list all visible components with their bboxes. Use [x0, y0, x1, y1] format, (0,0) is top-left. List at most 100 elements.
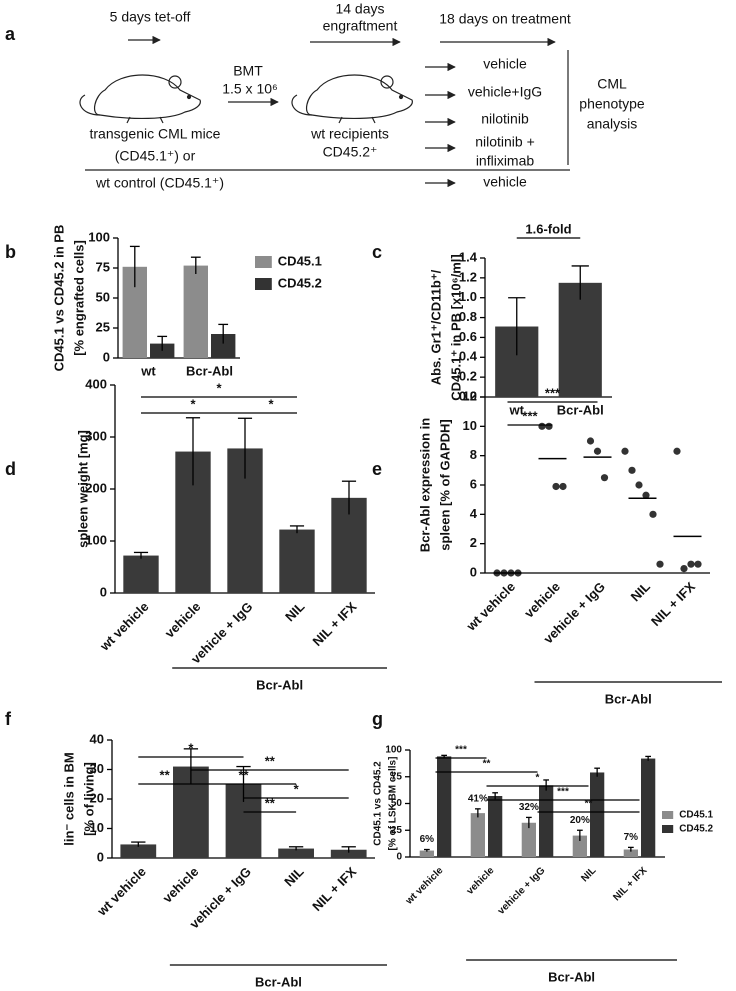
y-tick-label: 8	[470, 447, 477, 462]
value-label: 32%	[519, 802, 539, 813]
treatment: vehicle+IgG	[468, 84, 542, 100]
point	[628, 466, 636, 474]
step: 18 days on treatment	[439, 11, 571, 27]
y-axis-label: CD45.1 vs CD45.2	[373, 761, 384, 846]
x-tick-label: vehicle	[160, 864, 202, 906]
significance-label: ***	[455, 745, 467, 756]
x-tick-label: NIL	[282, 599, 307, 624]
y-tick-label: 1.0	[459, 289, 477, 304]
recipient-label: CD45.2⁺	[323, 144, 378, 160]
significance-label: **	[265, 753, 276, 768]
significance-label: **	[238, 767, 249, 782]
panel-label: g	[372, 709, 383, 729]
x-tick-label: Bcr-Abl	[557, 402, 604, 417]
step: 5 days tet-off	[110, 9, 191, 25]
treatment: vehicle	[483, 56, 527, 72]
y-tick-label: 100	[85, 532, 107, 547]
x-tick-label: vehicle + IgG	[496, 865, 548, 917]
group-label: Bcr-Abl	[255, 974, 302, 989]
bar	[623, 849, 638, 857]
y-tick-label: 300	[85, 428, 107, 443]
donor-label: (CD45.1⁺) or	[115, 148, 196, 164]
analysis: analysis	[587, 116, 638, 132]
y-tick-label: 0.2	[459, 369, 477, 384]
x-tick-label: wt vehicle	[463, 579, 518, 634]
bar	[641, 758, 656, 857]
value-label: 6%	[420, 834, 435, 845]
x-tick-label: wt vehicle	[403, 865, 446, 908]
significance-label: *	[536, 773, 540, 784]
analysis: phenotype	[579, 96, 645, 112]
y-tick-label: 0.8	[459, 309, 477, 324]
transfer-label: BMT	[233, 63, 263, 79]
legend-label: CD45.2	[679, 824, 713, 835]
legend-swatch	[662, 825, 674, 833]
treatment: nilotinib	[481, 111, 529, 127]
legend-label: CD45.2	[278, 275, 322, 290]
value-label: 7%	[624, 832, 639, 843]
x-tick-label: vehicle	[521, 579, 563, 621]
point	[687, 560, 695, 568]
point	[586, 437, 595, 445]
point	[649, 510, 657, 518]
step: engraftment	[323, 18, 398, 34]
x-tick-label: vehicle	[465, 865, 497, 897]
x-tick-label: NIL	[579, 865, 598, 884]
group-label: Bcr-Abl	[548, 969, 595, 984]
panel-label: f	[5, 709, 12, 729]
y-tick-label: 0	[100, 584, 107, 599]
y-axis-label: [% engrafted cells]	[71, 240, 86, 356]
panel-a: a 5 days tet-off 14 days engraftment 18 …	[5, 1, 645, 191]
y-tick-label: 6	[470, 476, 477, 491]
x-tick-label: vehicle	[162, 599, 204, 641]
y-tick-label: 50	[96, 289, 110, 304]
significance-label: **	[483, 759, 491, 770]
y-tick-label: 1.2	[459, 269, 477, 284]
y-tick-label: 4	[470, 506, 478, 521]
x-tick-label: wt vehicle	[94, 864, 149, 919]
mouse-icon	[79, 74, 201, 124]
y-tick-label: 0.0	[459, 388, 477, 403]
treatment: nilotinib +	[475, 134, 535, 150]
y-tick-label: 400	[85, 376, 107, 391]
group-label: Bcr-Abl	[256, 677, 303, 692]
x-tick-label: NIL	[628, 579, 653, 604]
y-tick-label: 0	[97, 849, 104, 864]
significance-label: 1.6-fold	[525, 221, 571, 236]
x-tick-label: wt	[509, 402, 525, 417]
control-label: wt control (CD45.1⁺)	[95, 175, 224, 191]
bar	[120, 844, 157, 858]
significance-label: **	[585, 799, 593, 810]
treatment: vehicle	[483, 174, 527, 190]
y-tick-label: 0	[470, 564, 477, 579]
value-label: 41%	[468, 793, 488, 804]
bar	[183, 265, 208, 358]
y-axis-label: CD45.1 vs CD45.2 in PB	[51, 225, 66, 372]
point	[673, 447, 681, 455]
bar	[521, 822, 536, 857]
bar	[437, 756, 452, 857]
x-tick-label: Bcr-Abl	[186, 363, 233, 378]
bar	[278, 848, 314, 858]
y-tick-label: 12	[463, 388, 477, 403]
point	[538, 422, 546, 430]
y-tick-label: 2	[470, 535, 477, 550]
x-tick-label: NIL + IFX	[611, 865, 649, 903]
x-tick-label: NIL + IFX	[310, 599, 360, 649]
significance-label: ***	[545, 385, 561, 400]
bar	[488, 796, 503, 857]
y-axis-label: Abs. Gr1⁺/CD11b⁺/	[428, 269, 443, 385]
legend-swatch	[255, 278, 272, 290]
y-axis-label: CD45.1⁺ in PB [x10⁶/ml]	[448, 254, 463, 401]
bar	[470, 813, 485, 857]
y-tick-label: 50	[391, 798, 403, 809]
panel-label: a	[5, 24, 16, 44]
y-axis-label: spleen weight [mg]	[75, 430, 90, 548]
y-tick-label: 75	[96, 259, 110, 274]
recipient-label: wt recipients	[310, 126, 389, 142]
point	[552, 482, 560, 491]
legend-swatch	[255, 256, 272, 268]
y-tick-label: 100	[88, 229, 110, 244]
